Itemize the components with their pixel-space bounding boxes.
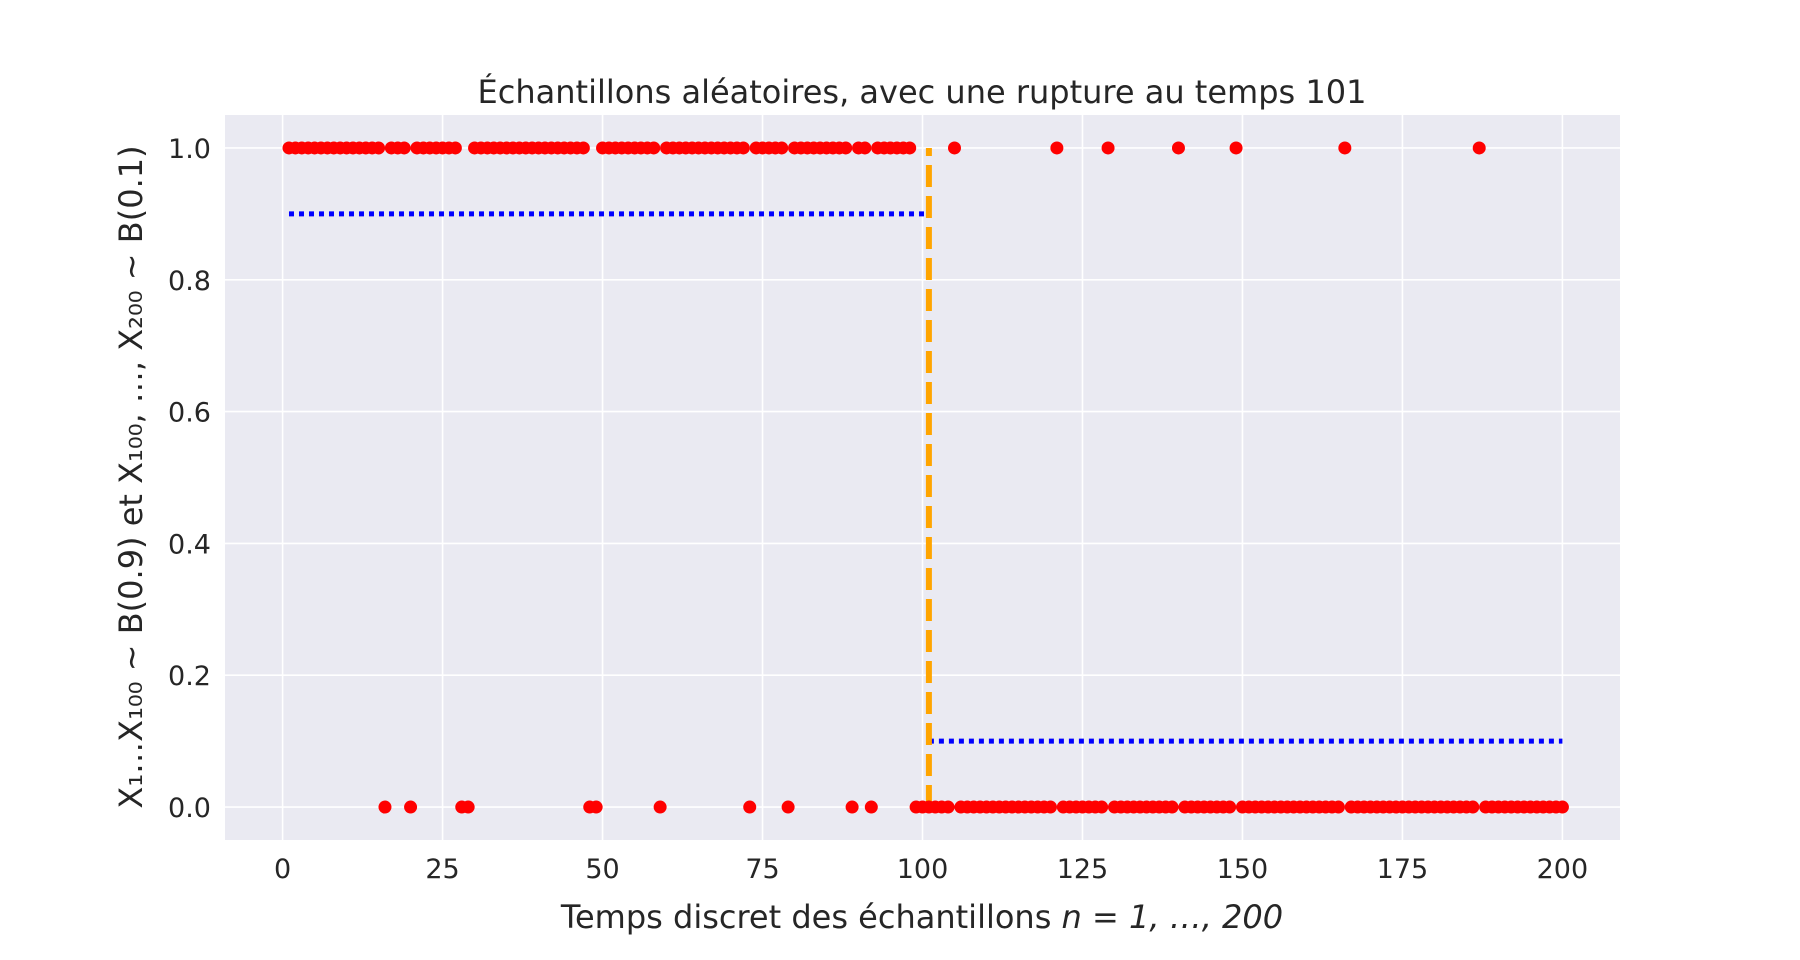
- data-point: [903, 141, 917, 155]
- data-point: [589, 800, 603, 814]
- data-point: [1050, 141, 1064, 155]
- data-point: [576, 141, 590, 155]
- x-axis-label: Temps discret des échantillons n = 1, …,…: [560, 898, 1283, 936]
- data-point: [647, 141, 661, 155]
- data-point: [1466, 800, 1480, 814]
- x-tick-label: 0: [274, 854, 291, 885]
- data-point: [1095, 800, 1109, 814]
- x-tick-label: 75: [745, 854, 779, 885]
- y-axis-label: X₁…X₁₀₀ ~ B(0.9) et X₁₀₀, …, X₂₀₀ ~ B(0.…: [112, 145, 150, 808]
- data-point: [845, 800, 859, 814]
- y-tick-label: 0.6: [168, 398, 211, 429]
- data-point: [839, 141, 853, 155]
- data-point: [858, 141, 872, 155]
- data-point: [736, 141, 750, 155]
- x-tick-label: 50: [585, 854, 619, 885]
- y-tick-label: 0.4: [168, 529, 211, 560]
- data-point: [404, 800, 418, 814]
- data-point: [781, 800, 795, 814]
- data-point: [1472, 141, 1486, 155]
- x-tick-label: 175: [1377, 854, 1429, 885]
- data-point: [947, 141, 961, 155]
- data-point: [864, 800, 878, 814]
- data-point: [1171, 141, 1185, 155]
- data-point: [1101, 141, 1115, 155]
- chart-title: Échantillons aléatoires, avec une ruptur…: [478, 73, 1367, 111]
- x-axis-label-text: Temps discret des échantillons: [560, 898, 1062, 936]
- y-tick-labels: 0.0 0.2 0.4 0.6 0.8 1.0: [168, 134, 211, 824]
- data-point: [461, 800, 475, 814]
- data-point: [1165, 800, 1179, 814]
- x-tick-label: 125: [1057, 854, 1109, 885]
- data-point: [1331, 800, 1345, 814]
- x-tick-label: 150: [1217, 854, 1269, 885]
- data-point: [1223, 800, 1237, 814]
- data-point: [775, 141, 789, 155]
- data-point: [1229, 141, 1243, 155]
- x-tick-label: 25: [425, 854, 459, 885]
- data-point: [397, 141, 411, 155]
- mean-lines: [288, 211, 1563, 744]
- data-point: [378, 800, 392, 814]
- data-point: [1338, 141, 1352, 155]
- y-tick-label: 0.2: [168, 661, 211, 692]
- data-point: [1043, 800, 1057, 814]
- data-point: [653, 800, 667, 814]
- y-tick-label: 1.0: [168, 134, 211, 165]
- data-point: [372, 141, 386, 155]
- y-tick-label: 0.8: [168, 266, 211, 297]
- data-point: [1555, 800, 1569, 814]
- data-point: [743, 800, 757, 814]
- x-tick-label: 200: [1537, 854, 1589, 885]
- x-axis-label-math: n = 1, …, 200: [1062, 898, 1284, 936]
- data-point: [941, 800, 955, 814]
- x-tick-label: 100: [897, 854, 949, 885]
- y-tick-label: 0.0: [168, 793, 211, 824]
- x-tick-labels: 0 25 50 75 100 125 150 175 200: [274, 854, 1588, 885]
- data-point: [448, 141, 462, 155]
- data-points: [282, 141, 1569, 814]
